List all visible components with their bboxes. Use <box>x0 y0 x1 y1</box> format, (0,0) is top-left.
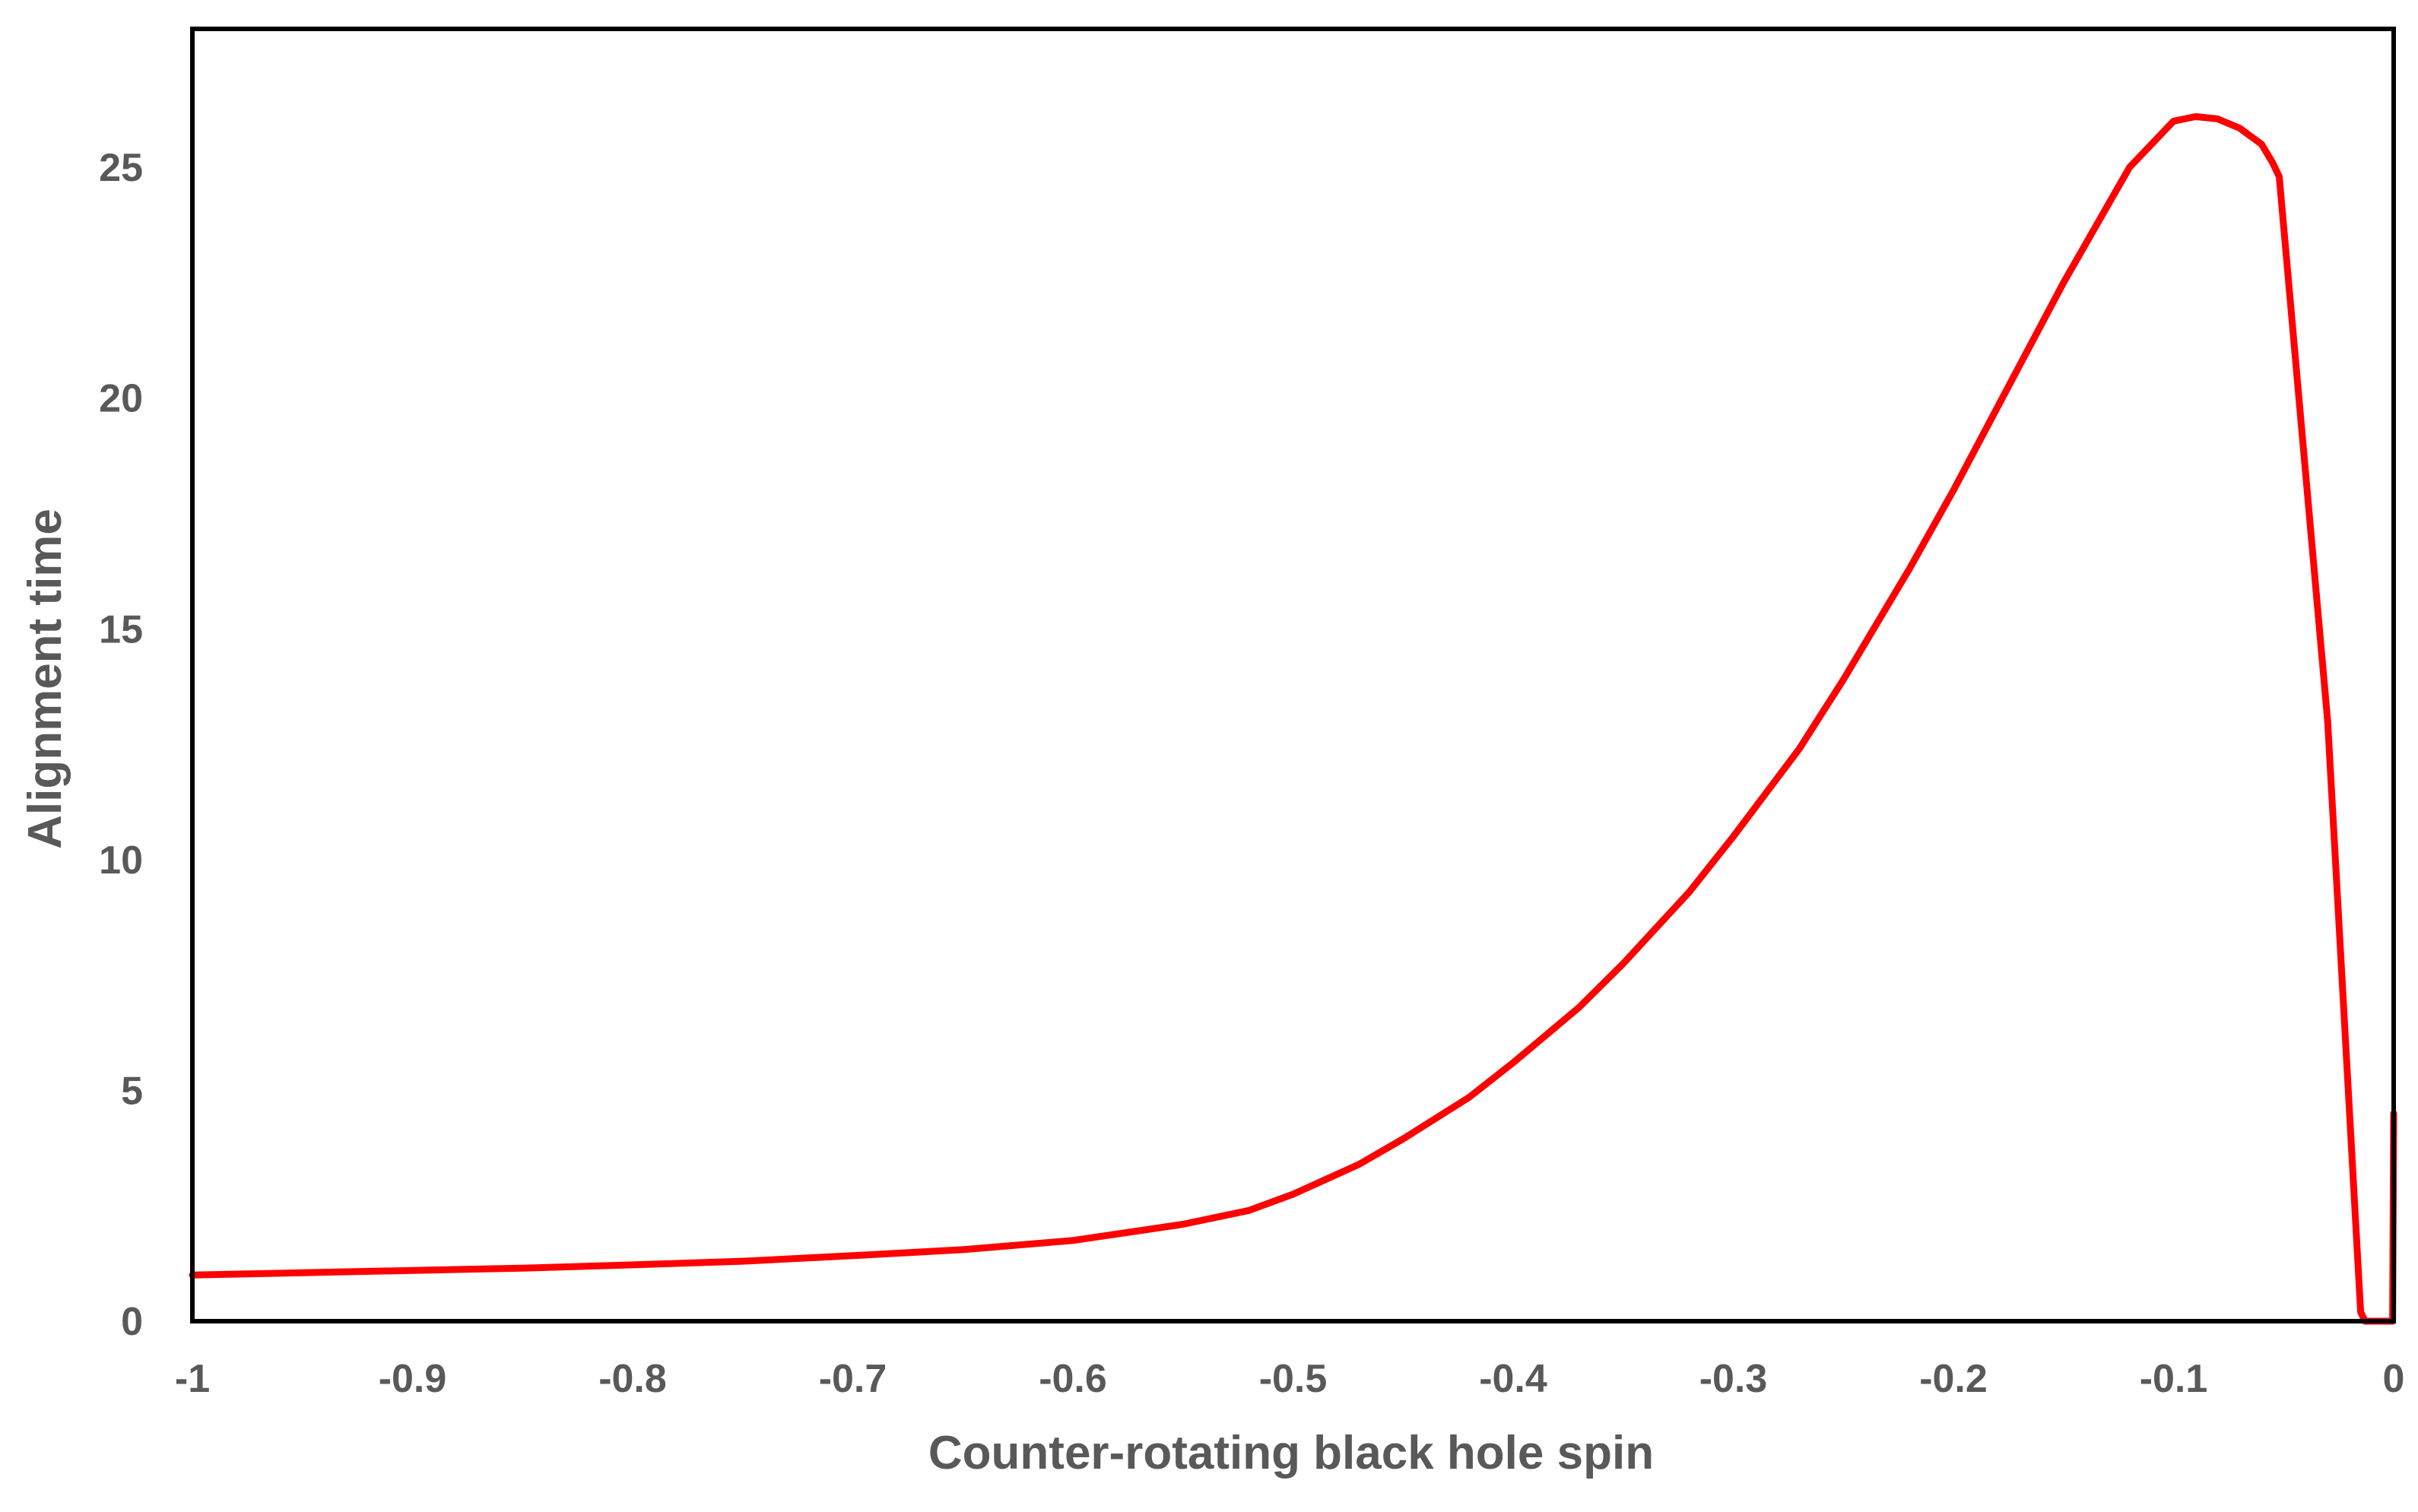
x-tick-label: -0.8 <box>598 1357 667 1401</box>
plot-frame <box>190 27 2396 1323</box>
series-line-0 <box>189 113 2397 1325</box>
x-tick-label: -0.5 <box>1259 1357 1328 1401</box>
y-tick-label: 20 <box>99 377 143 421</box>
x-tick-label: -0.6 <box>1039 1357 1107 1401</box>
y-tick-label: 0 <box>121 1300 143 1344</box>
x-tick-label: -0.3 <box>1699 1357 1768 1401</box>
x-tick-label: -1 <box>175 1357 210 1401</box>
x-axis-title: Counter-rotating black hole spin <box>928 1427 1654 1479</box>
y-axis-ticks: 0 5 10 15 20 25 <box>99 146 143 1344</box>
x-tick-label: 0 <box>2383 1357 2405 1401</box>
plot-area <box>189 27 2397 1325</box>
x-tick-label: -0.7 <box>819 1357 887 1401</box>
x-axis-ticks: -1 -0.9 -0.8 -0.7 -0.6 -0.5 -0.4 -0.3 -0.2 -0.1 0 <box>175 1357 2405 1401</box>
x-tick-label: -0.1 <box>2140 1357 2208 1401</box>
y-tick-label: 15 <box>99 607 143 651</box>
x-tick-label: -0.2 <box>1919 1357 1988 1401</box>
y-tick-label: 5 <box>121 1069 143 1113</box>
y-tick-label: 10 <box>99 838 143 883</box>
y-tick-label: 25 <box>99 146 143 190</box>
y-axis-title: Alignment time <box>19 509 71 849</box>
x-tick-label: -0.4 <box>1479 1357 1547 1401</box>
x-tick-label: -0.9 <box>379 1357 447 1401</box>
